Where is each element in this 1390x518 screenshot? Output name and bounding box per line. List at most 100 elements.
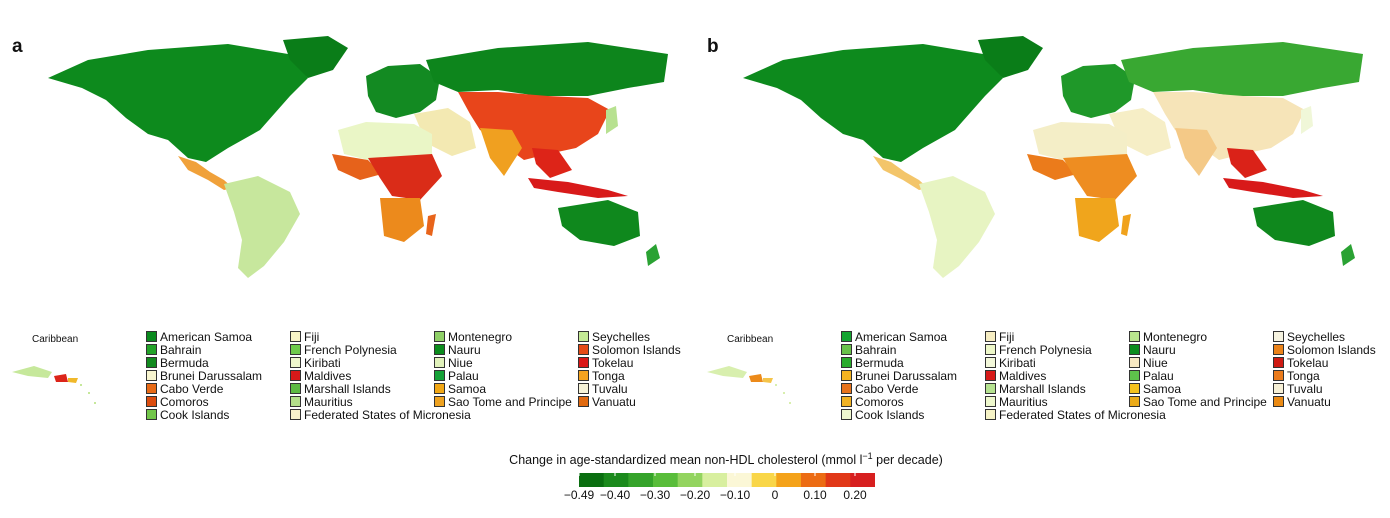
legend-swatch: [985, 357, 996, 368]
legend-item: Tuvalu: [1273, 383, 1376, 396]
colorbar-tick-label: 0.10: [803, 488, 827, 502]
legend-swatch: [841, 344, 852, 355]
legend-swatch: [290, 357, 301, 368]
legend-label: Vanuatu: [1287, 395, 1331, 409]
legend-swatch: [841, 357, 852, 368]
legend-label: Cabo Verde: [160, 382, 224, 396]
legend-label: American Samoa: [855, 330, 948, 344]
colorbar-segment: [579, 473, 605, 487]
legend-item: Vanuatu: [1273, 396, 1376, 409]
legend-swatch: [1273, 344, 1284, 355]
world-map-a: [48, 36, 668, 278]
legend-swatch: [985, 344, 996, 355]
legend-item: Montenegro: [1129, 331, 1267, 344]
legend-label: Cook Islands: [160, 408, 230, 422]
legend-item: Bahrain: [841, 344, 957, 357]
legend-swatch: [985, 409, 996, 420]
legend-label: Tokelau: [1287, 356, 1329, 370]
legend-label: Tokelau: [592, 356, 634, 370]
legend-swatch: [290, 383, 301, 394]
legend-item: Fiji: [290, 331, 471, 344]
legend-swatch: [1273, 396, 1284, 407]
legend-label: Sao Tome and Principe: [448, 395, 572, 409]
legend-swatch: [146, 396, 157, 407]
legend-item: Cabo Verde: [146, 383, 262, 396]
legend-item: Vanuatu: [578, 396, 681, 409]
legend-label: Bahrain: [855, 343, 897, 357]
legend-item: Nauru: [434, 344, 572, 357]
legend-label: Brunei Darussalam: [160, 369, 263, 383]
colorbar-segment: [702, 473, 728, 487]
legend-item: Bermuda: [841, 357, 957, 370]
legend-swatch: [1129, 383, 1140, 394]
legend-swatch: [1273, 383, 1284, 394]
colorbar-segment: [677, 473, 703, 487]
legend-column: Fiji French Polynesia Kiribati Maldives Mars…: [985, 331, 1166, 422]
legend-item: Niue: [434, 357, 572, 370]
legend-swatch: [290, 344, 301, 355]
legend-item: Solomon Islands: [578, 344, 681, 357]
legend-item: Fiji: [985, 331, 1166, 344]
legend-swatch: [146, 409, 157, 420]
legend-label: Nauru: [1143, 343, 1176, 357]
legend-item: Marshall Islands: [985, 383, 1166, 396]
legend-label: Vanuatu: [592, 395, 636, 409]
legend-column: American Samoa Bahrain Bermuda Brunei Darus…: [841, 331, 957, 422]
colorbar: [579, 473, 875, 487]
legend-item: Bermuda: [146, 357, 262, 370]
colorbar-segment: [603, 473, 629, 487]
legend-swatch: [841, 396, 852, 407]
legend-column: Fiji French Polynesia Kiribati Maldives Mars…: [290, 331, 471, 422]
legend-swatch: [985, 331, 996, 342]
legend-swatch: [146, 357, 157, 368]
legend-label: Marshall Islands: [304, 382, 391, 396]
legend-item: Maldives: [290, 370, 471, 383]
legend-swatch: [290, 370, 301, 381]
legend-swatch: [1129, 357, 1140, 368]
legend-item: Nauru: [1129, 344, 1267, 357]
legend-column: American Samoa Bahrain Bermuda Brunei Darus…: [146, 331, 262, 422]
legend-label: Tuvalu: [1287, 382, 1323, 396]
legend-swatch: [1273, 357, 1284, 368]
colorbar-tick-label: −0.30: [639, 488, 671, 502]
colorbar-segment: [801, 473, 827, 487]
legend-column: Montenegro Nauru Niue Palau Samoa Sao Tome an…: [1129, 331, 1267, 409]
legend-item: French Polynesia: [290, 344, 471, 357]
legend-label: Cabo Verde: [855, 382, 919, 396]
colorbar-segment: [776, 473, 802, 487]
legend-item: Tuvalu: [578, 383, 681, 396]
legend-item: Federated States of Micronesia: [985, 409, 1166, 422]
legend-label: Tonga: [592, 369, 625, 383]
legend-label: Bermuda: [160, 356, 209, 370]
legend-swatch: [290, 396, 301, 407]
map-panel-b: b Caribbean American Samoa Bahrain Bermuda…: [695, 0, 1390, 430]
legend-label: Mauritius: [999, 395, 1048, 409]
legend-swatch: [578, 383, 589, 394]
legend-label: Seychelles: [1287, 330, 1346, 344]
legend-swatch: [434, 396, 445, 407]
legend-item: Kiribati: [290, 357, 471, 370]
legend-swatch: [1129, 344, 1140, 355]
colorbar-tick-label: −0.40: [599, 488, 631, 502]
legend-label: Solomon Islands: [592, 343, 681, 357]
legend-label: Samoa: [448, 382, 487, 396]
legend-label: Sao Tome and Principe: [1143, 395, 1267, 409]
legend-item: Solomon Islands: [1273, 344, 1376, 357]
legend-swatch: [985, 370, 996, 381]
colorbar-tick-label: −0.49: [563, 488, 595, 502]
colorbar-segment: [850, 473, 875, 487]
legend-swatch: [578, 331, 589, 342]
panel-letter: a: [12, 36, 23, 57]
legend-label: Nauru: [448, 343, 481, 357]
caribbean-inset-b: [707, 366, 791, 404]
legend-label: Comoros: [855, 395, 904, 409]
legend-swatch: [578, 344, 589, 355]
legend-swatch: [146, 383, 157, 394]
legend-item: Comoros: [841, 396, 957, 409]
map-panel-a: a Caribbean American Samoa Bahrain Bermuda…: [0, 0, 695, 430]
legend-swatch: [1129, 331, 1140, 342]
colorbar-tick-label: 0.20: [843, 488, 867, 502]
legend-item: Bahrain: [146, 344, 262, 357]
legend-label: Palau: [448, 369, 479, 383]
legend-swatch: [434, 344, 445, 355]
